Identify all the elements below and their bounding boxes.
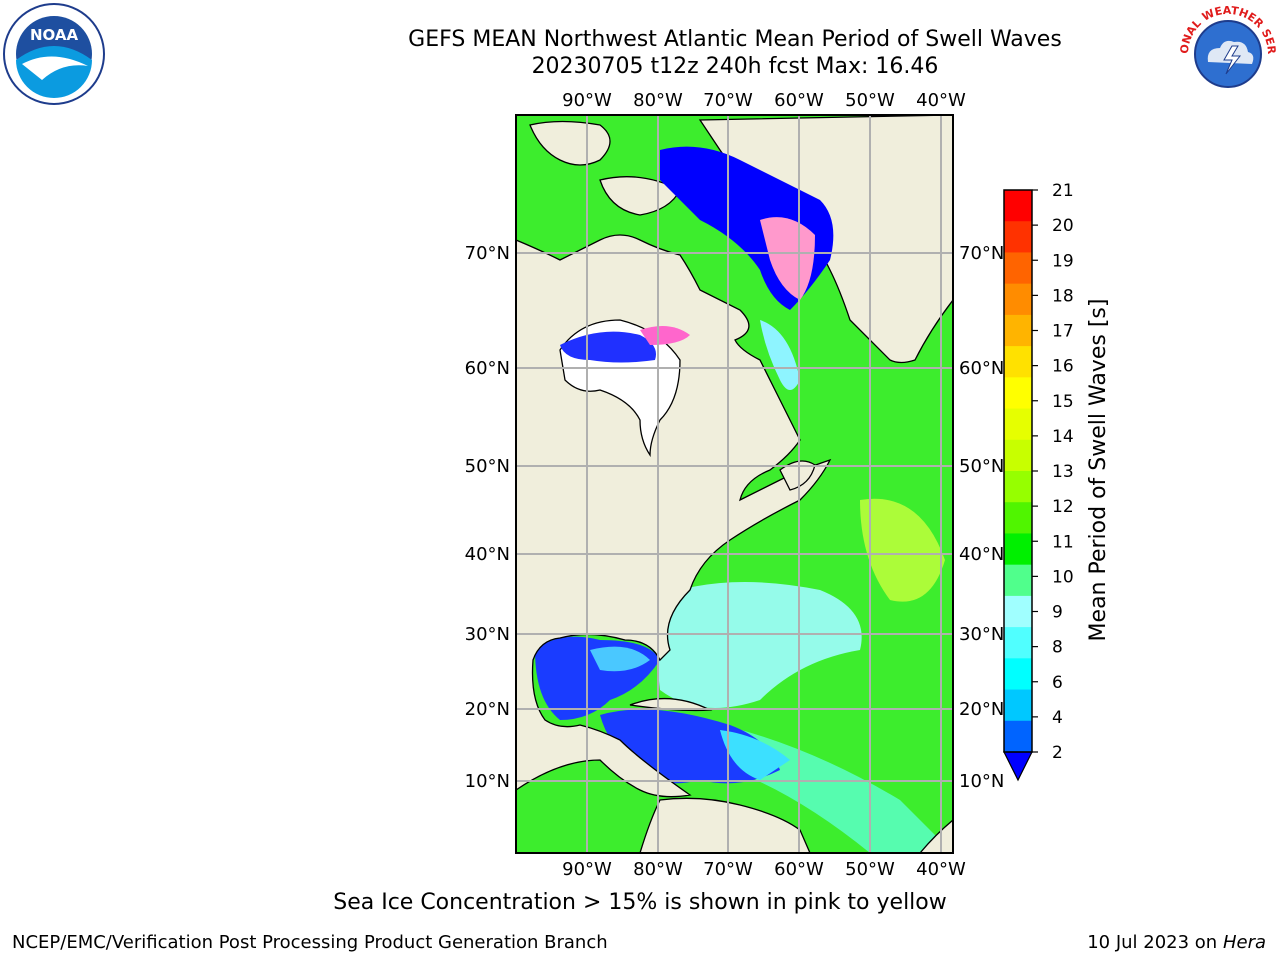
lat-label: 30°N xyxy=(959,624,1004,645)
lon-label: 80°W xyxy=(633,859,683,880)
map-frame xyxy=(515,114,954,854)
arctic-island-2 xyxy=(599,176,681,216)
caribbean-cyan xyxy=(720,730,790,780)
lon-label: 90°W xyxy=(562,859,612,880)
lon-label: 60°W xyxy=(774,90,824,111)
colorbar-tick-label: 9 xyxy=(1052,603,1063,623)
colorbar-tick-label: 2 xyxy=(1052,743,1063,763)
colorbar-label: Mean Period of Swell Waves [s] xyxy=(1086,299,1111,642)
labrador-sea xyxy=(760,320,800,390)
colorbar-swatch xyxy=(1004,314,1032,347)
colorbar-swatch xyxy=(1004,689,1032,722)
colorbar-swatch xyxy=(1004,595,1032,628)
machine-name: Hera xyxy=(1222,932,1266,953)
hudson-ice xyxy=(560,331,656,363)
lat-label: 30°N xyxy=(465,624,510,645)
lat-label: 50°N xyxy=(959,456,1004,477)
colorbar-tick-label: 8 xyxy=(1052,638,1063,658)
lon-label: 90°W xyxy=(562,90,612,111)
colorbar-tick-label: 4 xyxy=(1052,708,1063,728)
lon-label: 60°W xyxy=(774,859,824,880)
colorbar-swatch xyxy=(1004,252,1032,285)
chart-title: GEFS MEAN Northwest Atlantic Mean Period… xyxy=(408,27,1062,52)
lon-label: 70°W xyxy=(703,859,753,880)
colorbar-tick-label: 21 xyxy=(1052,181,1074,201)
lon-label: 40°W xyxy=(916,859,966,880)
lat-label: 40°N xyxy=(465,544,510,565)
colorbar-swatch xyxy=(1004,502,1032,534)
arctic-island-1 xyxy=(529,120,611,166)
lat-label: 50°N xyxy=(465,456,510,477)
high-period-region xyxy=(860,498,945,602)
colorbar xyxy=(1003,189,1033,782)
colorbar-tick-label: 6 xyxy=(1052,673,1063,693)
colorbar-under-triangle xyxy=(1003,751,1033,782)
colorbar-swatch xyxy=(1004,190,1032,222)
colorbar-tick-label: 19 xyxy=(1052,251,1074,271)
colorbar-swatch xyxy=(1004,627,1032,659)
colorbar-tick-label: 17 xyxy=(1052,322,1074,342)
lon-label: 40°W xyxy=(916,90,966,111)
colorbar-tick-label: 16 xyxy=(1052,357,1074,377)
colorbar-tick-label: 11 xyxy=(1052,532,1074,552)
lon-label: 50°W xyxy=(845,859,895,880)
colorbar-tick-label: 10 xyxy=(1052,567,1074,587)
sea-ice-pink xyxy=(760,217,815,300)
graticule xyxy=(516,115,953,853)
map-area xyxy=(516,115,953,853)
colorbar-swatch xyxy=(1004,439,1032,472)
colorbar-swatch xyxy=(1004,720,1032,753)
africa xyxy=(919,819,953,853)
colorbar-swatch xyxy=(1004,346,1032,378)
lat-label: 60°N xyxy=(959,358,1004,379)
svg-text:NOAA: NOAA xyxy=(30,26,79,44)
gulf-cyan xyxy=(590,646,650,672)
colorbar-tick-label: 13 xyxy=(1052,462,1074,482)
lon-label: 80°W xyxy=(633,90,683,111)
colorbar-swatch xyxy=(1004,564,1032,597)
colorbar-tick-label: 15 xyxy=(1052,392,1074,412)
colorbar-swatch xyxy=(1004,377,1032,410)
lat-label: 20°N xyxy=(959,699,1004,720)
colorbar-tick-label: 20 xyxy=(1052,216,1074,236)
colorbar-swatch xyxy=(1004,221,1032,253)
south-america xyxy=(639,797,811,853)
lat-label: 10°N xyxy=(959,771,1004,792)
colorbar-tick-label: 18 xyxy=(1052,286,1074,306)
lon-labels-top: 90°W 80°W 70°W 60°W 50°W 40°W xyxy=(562,90,966,111)
colorbar-swatch xyxy=(1004,658,1032,691)
noaa-logo: NOAA xyxy=(3,3,105,105)
lat-label: 60°N xyxy=(465,358,510,379)
lon-labels-bottom: 90°W 80°W 70°W 60°W 50°W 40°W xyxy=(562,859,966,880)
colorbar-swatch xyxy=(1004,533,1032,566)
nws-logo: NATIONAL WEATHER SERVICE xyxy=(1176,2,1278,104)
chart-subtitle: 20230705 t12z 240h fcst Max: 16.46 xyxy=(531,54,939,79)
lat-labels-left: 70°N 60°N 50°N 40°N 30°N 20°N 10°N xyxy=(465,243,510,792)
colorbar-tick-label: 12 xyxy=(1052,497,1074,517)
colorbar-ticks: 21 20 19 18 17 16 15 14 13 12 11 10 9 8 6 4 2 xyxy=(1032,181,1074,763)
lat-labels-right: 70°N 60°N 50°N 40°N 30°N 20°N 10°N xyxy=(959,243,1004,792)
colorbar-tick-label: 14 xyxy=(1052,427,1074,447)
lat-label: 20°N xyxy=(465,699,510,720)
credit: NCEP/EMC/Verification Post Processing Pr… xyxy=(12,932,608,953)
date-stamp: 10 Jul 2023 on Hera xyxy=(1087,932,1266,953)
lat-label: 40°N xyxy=(959,544,1004,565)
low-period-region xyxy=(650,582,862,708)
date-text: 10 Jul 2023 on xyxy=(1087,932,1218,953)
sea-ice-magenta xyxy=(640,326,690,345)
north-america xyxy=(516,115,832,798)
lon-label: 70°W xyxy=(703,90,753,111)
colorbar-swatch xyxy=(1004,408,1032,441)
lat-label: 70°N xyxy=(959,243,1004,264)
sea-ice-note: Sea Ice Concentration > 15% is shown in … xyxy=(333,890,947,915)
lat-label: 70°N xyxy=(465,243,510,264)
colorbar-swatch xyxy=(1004,283,1032,316)
lon-label: 50°W xyxy=(845,90,895,111)
colorbar-swatch xyxy=(1004,471,1032,503)
lat-label: 10°N xyxy=(465,771,510,792)
